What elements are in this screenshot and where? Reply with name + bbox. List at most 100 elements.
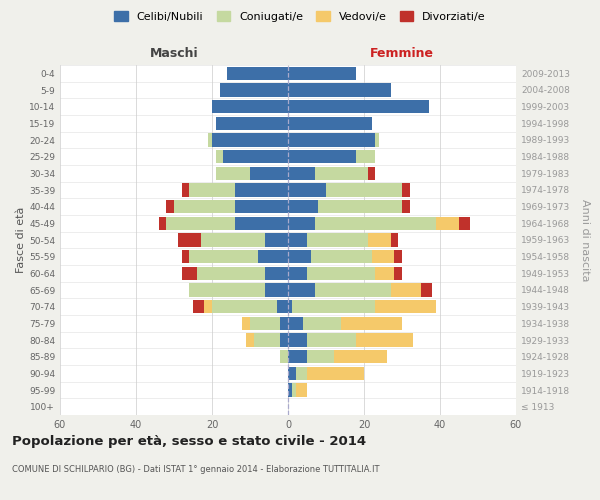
Bar	[288, 84, 391, 96]
Bar	[421, 284, 433, 296]
Bar	[235, 184, 288, 196]
Bar	[307, 234, 368, 246]
Bar	[402, 200, 410, 213]
Bar	[459, 216, 470, 230]
Bar	[193, 300, 205, 314]
Bar	[216, 116, 288, 130]
Bar	[341, 316, 402, 330]
Bar	[368, 234, 391, 246]
Bar	[189, 250, 257, 264]
Bar	[371, 250, 394, 264]
Bar	[288, 216, 314, 230]
Text: Popolazione per età, sesso e stato civile - 2014: Popolazione per età, sesso e stato civil…	[12, 435, 366, 448]
Bar	[166, 216, 235, 230]
Bar	[288, 166, 314, 180]
Bar	[246, 334, 254, 346]
Bar	[208, 134, 212, 146]
Bar	[288, 184, 326, 196]
Bar	[216, 150, 223, 164]
Bar	[178, 234, 200, 246]
Bar	[356, 150, 376, 164]
Bar	[368, 166, 376, 180]
Bar	[292, 384, 296, 396]
Bar	[265, 284, 288, 296]
Bar	[205, 300, 212, 314]
Bar	[189, 184, 235, 196]
Bar	[376, 134, 379, 146]
Bar	[288, 266, 307, 280]
Bar	[265, 234, 288, 246]
Bar	[280, 350, 288, 364]
Bar	[288, 316, 303, 330]
Bar	[235, 200, 288, 213]
Bar	[288, 66, 356, 80]
Bar	[200, 234, 265, 246]
Bar	[288, 300, 292, 314]
Bar	[288, 200, 319, 213]
Bar	[250, 166, 288, 180]
Bar	[159, 216, 166, 230]
Bar	[394, 250, 402, 264]
Y-axis label: Fasce di età: Fasce di età	[16, 207, 26, 273]
Bar	[436, 216, 459, 230]
Bar	[307, 350, 334, 364]
Bar	[212, 100, 288, 114]
Bar	[280, 316, 288, 330]
Bar	[189, 284, 265, 296]
Bar	[356, 334, 413, 346]
Bar	[288, 116, 371, 130]
Bar	[314, 284, 391, 296]
Bar	[376, 300, 436, 314]
Bar	[326, 184, 402, 196]
Bar	[391, 234, 398, 246]
Bar	[288, 384, 292, 396]
Bar	[314, 166, 368, 180]
Bar	[223, 150, 288, 164]
Bar	[296, 366, 307, 380]
Bar	[288, 134, 376, 146]
Bar	[307, 334, 356, 346]
Bar	[212, 300, 277, 314]
Bar	[288, 366, 296, 380]
Bar	[319, 200, 402, 213]
Bar	[402, 184, 410, 196]
Text: Maschi: Maschi	[149, 47, 199, 60]
Bar	[288, 150, 356, 164]
Bar	[311, 250, 371, 264]
Bar	[288, 100, 428, 114]
Bar	[296, 384, 307, 396]
Bar	[235, 216, 288, 230]
Text: Femmine: Femmine	[370, 47, 434, 60]
Bar	[182, 184, 189, 196]
Bar	[265, 266, 288, 280]
Bar	[288, 350, 307, 364]
Bar	[394, 266, 402, 280]
Bar	[212, 134, 288, 146]
Bar	[227, 66, 288, 80]
Bar	[280, 334, 288, 346]
Bar	[250, 316, 280, 330]
Bar	[257, 250, 288, 264]
Bar	[307, 266, 376, 280]
Text: COMUNE DI SCHILPARIO (BG) - Dati ISTAT 1° gennaio 2014 - Elaborazione TUTTITALIA: COMUNE DI SCHILPARIO (BG) - Dati ISTAT 1…	[12, 465, 380, 474]
Bar	[288, 234, 307, 246]
Bar	[288, 284, 314, 296]
Bar	[288, 334, 307, 346]
Y-axis label: Anni di nascita: Anni di nascita	[580, 198, 590, 281]
Bar	[216, 166, 250, 180]
Bar	[288, 250, 311, 264]
Bar	[334, 350, 387, 364]
Legend: Celibi/Nubili, Coniugati/e, Vedovi/e, Divorziati/e: Celibi/Nubili, Coniugati/e, Vedovi/e, Di…	[109, 6, 491, 28]
Bar	[292, 300, 376, 314]
Bar	[314, 216, 436, 230]
Bar	[166, 200, 174, 213]
Bar	[182, 250, 189, 264]
Bar	[220, 84, 288, 96]
Bar	[391, 284, 421, 296]
Bar	[254, 334, 280, 346]
Bar	[376, 266, 394, 280]
Bar	[174, 200, 235, 213]
Bar	[197, 266, 265, 280]
Bar	[307, 366, 364, 380]
Bar	[242, 316, 250, 330]
